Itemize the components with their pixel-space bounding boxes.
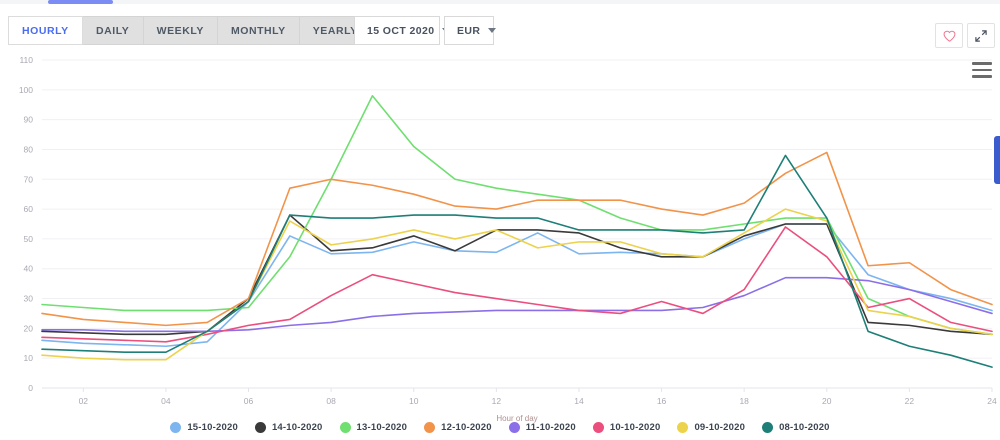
y-axis-tick-label: 90 bbox=[24, 115, 34, 125]
period-button-monthly[interactable]: MONTHLY bbox=[217, 16, 300, 45]
x-axis-tick-label: 12 bbox=[492, 396, 502, 406]
period-button-weekly[interactable]: WEEKLY bbox=[143, 16, 218, 45]
series-line-14-10-2020[interactable] bbox=[41, 214, 993, 336]
period-button-daily[interactable]: DAILY bbox=[82, 16, 144, 45]
y-axis-tick-label: 70 bbox=[24, 174, 34, 184]
x-axis-tick-label: 18 bbox=[739, 396, 749, 406]
chart-menu-button[interactable] bbox=[972, 62, 992, 78]
y-axis-tick-label: 80 bbox=[24, 144, 34, 154]
x-axis-tick-label: 08 bbox=[326, 396, 336, 406]
period-button-label: MONTHLY bbox=[230, 24, 286, 37]
x-axis-tick-label: 02 bbox=[79, 396, 89, 406]
y-axis-tick-label: 0 bbox=[28, 383, 33, 393]
currency-dropdown[interactable]: EUR bbox=[444, 16, 497, 45]
tab-accent-rail bbox=[0, 0, 1000, 4]
hamburger-menu-icon bbox=[972, 62, 992, 65]
legend-color-swatch bbox=[592, 422, 604, 433]
series-line-11-10-2020[interactable] bbox=[41, 276, 993, 333]
period-button-label: DAILY bbox=[96, 24, 130, 37]
legend-item-10-10-2020[interactable]: 10-10-2020 bbox=[592, 422, 661, 433]
legend-item-label: 09-10-2020 bbox=[694, 422, 746, 433]
y-axis-tick-label: 100 bbox=[19, 85, 33, 95]
x-axis-tick-label: 14 bbox=[574, 396, 584, 406]
favorite-button[interactable] bbox=[935, 23, 963, 48]
legend-item-label: 08-10-2020 bbox=[779, 422, 830, 433]
chart-legend: 15-10-2020 14-10-2020 13-10-2020 12-10-2020… bbox=[0, 415, 1000, 440]
legend-color-swatch bbox=[508, 422, 520, 433]
legend-color-swatch bbox=[424, 422, 436, 433]
series-line-12-10-2020[interactable] bbox=[41, 151, 993, 327]
y-axis-tick-label: 40 bbox=[24, 264, 34, 274]
period-button-label: HOURLY bbox=[22, 24, 69, 37]
legend-item-label: 10-10-2020 bbox=[609, 422, 661, 433]
x-axis-tick-label: 22 bbox=[905, 396, 915, 406]
x-axis-tick-label: 16 bbox=[657, 396, 667, 406]
hamburger-menu-icon bbox=[972, 75, 992, 78]
x-axis-tick-label: 10 bbox=[409, 396, 419, 406]
series-line-13-10-2020[interactable] bbox=[41, 94, 993, 336]
y-axis-tick-label: 20 bbox=[24, 323, 34, 333]
line-chart: 0 10 20 30 40 50 60 70 80 90 100 110 02 04 06 08 10 12 14 1… bbox=[19, 55, 997, 423]
chart-container: 0 10 20 30 40 50 60 70 80 90 100 110 02 04 06 08 10 12 14 1… bbox=[0, 54, 1000, 440]
legend-item-12-10-2020[interactable]: 12-10-2020 bbox=[424, 422, 492, 433]
legend-item-14-10-2020[interactable]: 14-10-2020 bbox=[254, 422, 323, 433]
legend-item-label: 13-10-2020 bbox=[356, 422, 408, 433]
y-axis-tick-label: 110 bbox=[19, 55, 33, 65]
legend-item-08-10-2020[interactable]: 08-10-2020 bbox=[762, 422, 830, 433]
y-axis-tick-label: 30 bbox=[24, 294, 34, 304]
legend-color-swatch bbox=[254, 422, 266, 433]
legend-item-label: 14-10-2020 bbox=[271, 422, 323, 433]
legend-item-label: 11-10-2020 bbox=[525, 422, 576, 433]
y-axis-tick-label: 10 bbox=[24, 353, 34, 363]
chart-toolbar: HOURLY DAILY WEEKLY MONTHLY YEARLY 15 OCT 20… bbox=[0, 6, 1000, 54]
x-axis-tick-label: 24 bbox=[987, 396, 997, 406]
hamburger-menu-icon bbox=[972, 68, 992, 72]
date-dropdown[interactable]: 15 OCT 2020 bbox=[354, 16, 451, 45]
legend-color-swatch bbox=[677, 422, 689, 433]
legend-item-15-10-2020[interactable]: 15-10-2020 bbox=[170, 422, 238, 433]
currency-dropdown-value: EUR bbox=[457, 24, 481, 37]
expand-button[interactable] bbox=[967, 23, 995, 48]
legend-item-11-10-2020[interactable]: 11-10-2020 bbox=[508, 422, 576, 433]
legend-color-swatch bbox=[762, 422, 774, 433]
heart-icon bbox=[943, 30, 955, 42]
chevron-down-icon bbox=[488, 28, 497, 33]
legend-item-label: 12-10-2020 bbox=[441, 422, 492, 433]
series-line-08-10-2020[interactable] bbox=[41, 154, 993, 368]
period-button-hourly[interactable]: HOURLY bbox=[8, 16, 83, 45]
expand-icon bbox=[975, 29, 987, 42]
side-panel-handle[interactable] bbox=[994, 136, 1000, 184]
active-tab-indicator bbox=[48, 0, 113, 4]
legend-item-13-10-2020[interactable]: 13-10-2020 bbox=[339, 422, 408, 433]
x-axis-tick-label: 04 bbox=[161, 396, 171, 406]
x-axis-tick-label: 06 bbox=[244, 396, 254, 406]
x-axis-title: Hour of day bbox=[496, 414, 537, 423]
y-axis-tick-label: 60 bbox=[24, 204, 34, 214]
legend-item-label: 15-10-2020 bbox=[187, 422, 238, 433]
legend-item-09-10-2020[interactable]: 09-10-2020 bbox=[677, 422, 745, 433]
y-axis-tick-label: 50 bbox=[24, 234, 34, 244]
legend-color-swatch bbox=[170, 422, 182, 433]
legend-color-swatch bbox=[339, 422, 351, 433]
x-axis-tick-label: 20 bbox=[822, 396, 832, 406]
period-button-label: WEEKLY bbox=[156, 24, 204, 37]
period-segmented-control[interactable]: HOURLY DAILY WEEKLY MONTHLY YEARLY bbox=[8, 16, 372, 45]
period-button-label: YEARLY bbox=[312, 24, 358, 37]
date-dropdown-value: 15 OCT 2020 bbox=[367, 24, 435, 37]
